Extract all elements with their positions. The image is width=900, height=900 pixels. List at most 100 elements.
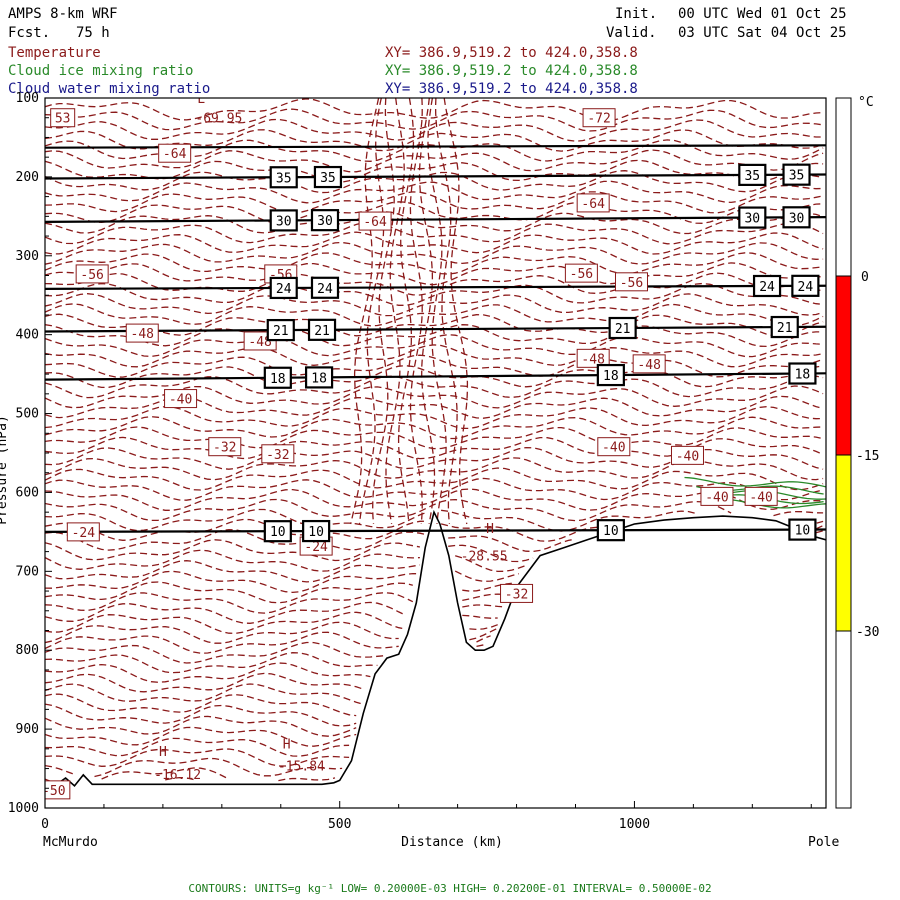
temperature-label: -16.12 <box>154 768 201 783</box>
temperature-label: -40 <box>602 441 625 456</box>
temperature-contour-line <box>45 129 824 152</box>
isentrope-line <box>45 372 826 381</box>
temperature-label: -32 <box>213 441 236 456</box>
x-axis-label: Distance (km) <box>401 835 503 850</box>
temperature-label: -24 <box>304 540 328 555</box>
temperature-label-box <box>744 486 778 506</box>
temperature-label: -48 <box>581 352 604 367</box>
isentrope-label-box <box>304 366 334 389</box>
y-tick-label: 400 <box>16 328 39 343</box>
temperature-contour-line <box>45 108 824 132</box>
y-tick-label: 800 <box>16 643 39 658</box>
temperature-labels: 53 -69.95 -72-64-64-64-56 -56 -56-56-48-48-4… <box>42 98 778 800</box>
colorbar-tick-30: -30 <box>856 625 879 640</box>
field-name-cloud-water: Cloud water mixing ratio <box>8 81 210 97</box>
temperature-contour-line <box>45 436 824 460</box>
isentrope-label: 10 <box>308 525 324 540</box>
temperature-contour-line <box>45 201 824 224</box>
y-tick-label: 1000 <box>8 801 39 816</box>
y-tick-label: 600 <box>16 485 39 500</box>
temperature-contour-line <box>45 581 512 604</box>
temperature-contour-line <box>443 98 469 525</box>
x-axis-right-end-label: Pole <box>808 835 839 850</box>
colorbar-band-15-to-30 <box>835 454 852 632</box>
temperature-label-box <box>164 389 198 409</box>
isentrope-label-box <box>788 362 817 385</box>
temperature-contour-line <box>45 570 512 594</box>
isentrope-lines <box>45 144 826 533</box>
temperature-contour-line <box>45 221 824 245</box>
temperature-label: -56 <box>620 276 643 291</box>
isentrope-label-box <box>791 274 820 297</box>
contour-info-footer: CONTOURS: UNITS=g kg⁻¹ LOW= 0.20000E-03 … <box>188 882 711 895</box>
temperature-label: -50 <box>42 784 65 799</box>
temperature-contour-line <box>45 313 824 337</box>
temperature-label: -40 <box>676 449 699 464</box>
isentrope-label: 24 <box>317 282 333 297</box>
temperature-contour-line <box>45 149 824 173</box>
isentrope-label-box <box>782 206 811 229</box>
colorbar-tick-15: -15 <box>856 449 879 464</box>
temperature-contour-line <box>434 98 458 525</box>
temperature-label: -56 <box>80 268 103 283</box>
x-axis-left-end-label: McMurdo <box>43 835 98 850</box>
isentrope-label: 35 <box>789 169 805 184</box>
temperature-label: -24 <box>72 526 96 541</box>
isentrope-label: 21 <box>273 324 289 339</box>
temperature-label-box <box>614 272 648 292</box>
temperature-label-box <box>576 348 610 368</box>
temperature-contour-line <box>45 324 824 348</box>
colorbar-band-above-0 <box>835 97 852 277</box>
temperature-contour-line <box>45 662 371 683</box>
temperature-contour-line <box>372 98 395 525</box>
isentrope-label: 30 <box>276 214 292 229</box>
isentrope-line <box>45 325 826 333</box>
temperature-contour-line <box>45 405 824 430</box>
temperature-contour-line <box>45 252 824 275</box>
temperature-label: -56 <box>570 267 593 282</box>
isentrope-label: 30 <box>789 211 805 226</box>
temperature-label: -40 <box>705 490 728 505</box>
isentrope-label: 10 <box>603 524 619 539</box>
y-axis: 100 200 300 400 500 600 700 800 900 1000 <box>8 91 52 816</box>
temperature-label-box <box>576 193 610 213</box>
temperature-contour-line <box>45 737 350 757</box>
x-tick-label: 500 <box>328 817 351 832</box>
isentrope-label-box <box>263 520 292 543</box>
temperature-contour-line <box>418 98 436 525</box>
isentrope-label: 30 <box>744 212 760 227</box>
isentrope-label-box <box>313 165 343 189</box>
temperature-label: -64 <box>581 197 605 212</box>
isentrope-label: 21 <box>615 322 631 337</box>
temperature-contour-line <box>45 241 824 265</box>
temperature-contour-line <box>45 344 824 368</box>
colorbar-unit: °C <box>858 95 874 110</box>
temperature-contour-line <box>45 592 505 614</box>
temperature-contour-line <box>45 528 824 553</box>
x-axis: 0 500 1000 <box>41 801 812 832</box>
temperature-contour-line <box>45 641 484 664</box>
isentrope-label: 30 <box>317 214 333 229</box>
y-tick-label: 200 <box>16 170 39 185</box>
isentrope-label-box <box>608 316 637 340</box>
cloud-ice-contour-line <box>684 476 826 488</box>
temperature-label-box <box>158 143 192 163</box>
y-tick-label: 700 <box>16 564 39 579</box>
isentrope-label-box <box>738 163 767 186</box>
init-label: Init. <box>615 6 657 22</box>
isentrope-label-box <box>310 209 340 232</box>
temperature-contour-line <box>45 211 824 235</box>
y-tick-label: 100 <box>16 91 39 106</box>
temperature-contours <box>45 98 824 783</box>
x-tick-label: 1000 <box>619 817 650 832</box>
isentrope-line <box>45 284 826 291</box>
temperature-contour-line <box>45 757 343 778</box>
temperature-label-box <box>208 437 242 457</box>
temperature-contour-line <box>385 98 405 525</box>
isentrope-line <box>45 528 826 533</box>
plot-frame <box>44 97 827 809</box>
temperature-contour-line <box>45 272 824 296</box>
field-xy-cloud-ice: XY= 386.9,519.2 to 424.0,358.8 <box>385 63 638 79</box>
temperature-label-box <box>500 583 534 603</box>
temperature-label: -28.55 <box>461 550 508 565</box>
